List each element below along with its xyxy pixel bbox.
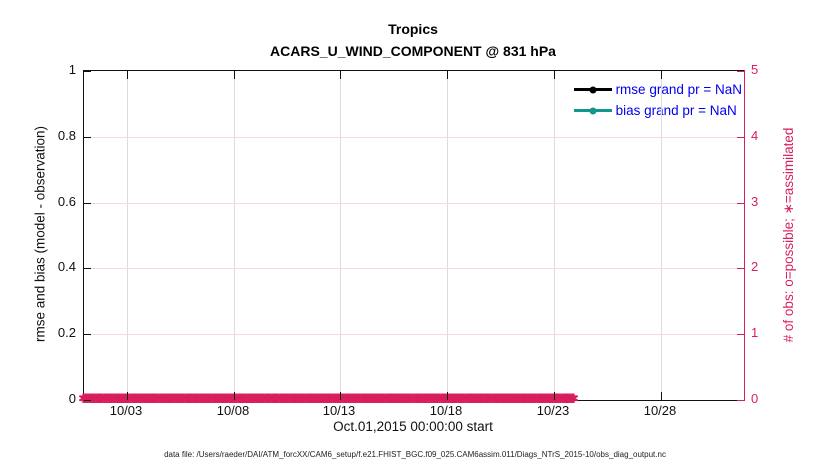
x-tick-bottom: [554, 392, 555, 400]
x-tick-top: [127, 71, 128, 79]
x-tick-label: 10/18: [429, 403, 463, 418]
gridline-vertical: [127, 71, 128, 400]
gridline-horizontal: [84, 334, 744, 335]
y-tick-right: [737, 268, 744, 269]
x-tick-top: [554, 71, 555, 79]
right-y-tick-label: 5: [751, 62, 759, 77]
gridline-vertical: [554, 71, 555, 400]
left-y-tick-label: 0: [68, 391, 76, 406]
legend-line-marker: [573, 107, 612, 114]
legend-line-marker: [573, 86, 612, 93]
gridline-vertical: [340, 71, 341, 400]
y-tick-right: [737, 71, 744, 72]
obs-count-marker-band: ✱✱✱✱✱✱✱✱✱✱✱✱✱✱✱✱✱✱✱✱✱✱✱✱✱✱✱✱✱✱✱✱✱✱✱✱✱✱✱✱…: [78, 393, 579, 406]
gridline-vertical: [234, 71, 235, 400]
x-tick-bottom: [127, 392, 128, 400]
right-y-tick-label: 4: [751, 128, 759, 143]
x-tick-label: 10/23: [536, 403, 570, 418]
right-y-axis-label: # of obs: o=possible; ∗=assimilated: [781, 127, 796, 343]
x-tick-bottom: [340, 392, 341, 400]
y-tick-right: [737, 137, 744, 138]
data-file-path: data file: /Users/raeder/DAI/ATM_forcXX/…: [164, 450, 666, 459]
legend-label: rmse grand pr = NaN: [615, 82, 742, 97]
gridline-vertical: [661, 71, 662, 400]
x-tick-top: [340, 71, 341, 79]
gridline-horizontal: [84, 268, 744, 269]
chart-subtitle: ACARS_U_WIND_COMPONENT @ 831 hPa: [270, 43, 556, 59]
x-tick-top: [661, 71, 662, 79]
x-tick-top: [447, 71, 448, 79]
x-tick-top: [234, 71, 235, 79]
plot-area: rmse grand pr = NaN bias grand pr = NaN ✱…: [78, 70, 744, 406]
left-y-tick-label: 0.4: [57, 259, 76, 274]
x-tick-label: 10/03: [109, 403, 143, 418]
x-tick-bottom: [234, 392, 235, 400]
x-tick-bottom: [661, 392, 662, 400]
y-tick-right: [737, 400, 744, 401]
right-y-tick-label: 2: [751, 259, 759, 274]
y-tick-right: [737, 203, 744, 204]
x-tick-label: 10/28: [643, 403, 677, 418]
gridline-horizontal: [84, 203, 744, 204]
legend-dot-marker: [589, 86, 597, 93]
legend-item: rmse grand pr = NaN: [573, 79, 742, 100]
right-y-tick-label: 1: [751, 325, 759, 340]
y-tick-left: [84, 203, 91, 204]
y-tick-left: [84, 137, 91, 138]
left-y-tick-label: 0.6: [57, 194, 76, 209]
left-y-tick-label: 0.8: [57, 128, 76, 143]
y-tick-left: [84, 268, 91, 269]
y-tick-right: [737, 334, 744, 335]
x-tick-label: 10/08: [216, 403, 250, 418]
right-y-tick-label: 3: [751, 194, 759, 209]
legend-label: bias grand pr = NaN: [615, 103, 737, 118]
x-tick-label: 10/13: [322, 403, 356, 418]
gridline-vertical: [447, 71, 448, 400]
y-tick-left: [84, 71, 91, 72]
x-tick-bottom: [447, 392, 448, 400]
left-y-axis-label: rmse and bias (model - observation): [32, 125, 48, 343]
right-axis-line: [744, 70, 745, 401]
left-y-tick-label: 0.2: [57, 325, 76, 340]
y-tick-left: [84, 400, 91, 401]
legend-item: bias grand pr = NaN: [573, 100, 742, 121]
gridline-horizontal: [84, 137, 744, 138]
y-tick-left: [84, 334, 91, 335]
legend-dot-marker: [589, 107, 597, 114]
left-y-tick-label: 1: [68, 62, 76, 77]
x-axis-label: Oct.01,2015 00:00:00 start: [333, 419, 493, 434]
right-y-tick-label: 0: [751, 391, 759, 406]
legend: rmse grand pr = NaN bias grand pr = NaN: [573, 79, 742, 121]
chart-title: Tropics: [388, 21, 438, 37]
